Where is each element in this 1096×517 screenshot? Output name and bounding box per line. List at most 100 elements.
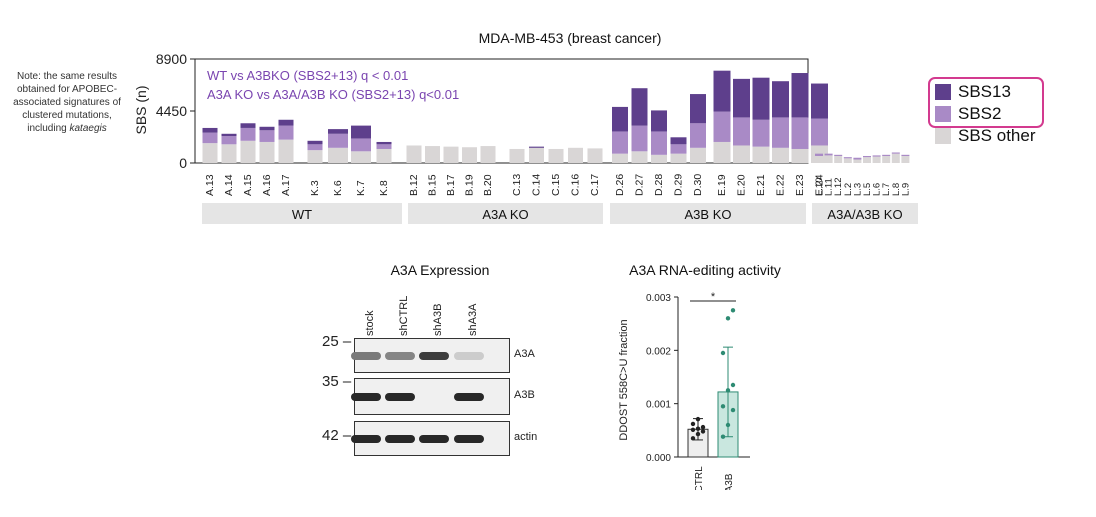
bar-segment <box>651 131 667 155</box>
bar-segment <box>891 152 900 154</box>
blot-band <box>351 392 381 401</box>
significance-marker: * <box>711 291 716 303</box>
bar-segment <box>772 117 789 148</box>
category-label: K.3 <box>309 180 321 196</box>
bar-segment <box>834 155 843 163</box>
bar-segment <box>221 136 237 145</box>
blot-band <box>385 434 415 443</box>
blot-panel <box>351 338 510 373</box>
y-axis-label: DDOST 558C>U fraction <box>618 319 630 440</box>
bar-segment <box>202 143 218 163</box>
bar-segment <box>752 77 770 120</box>
bar-segment <box>791 148 809 163</box>
category-label: A.16 <box>261 174 273 196</box>
lane-label: shA3A <box>467 303 479 336</box>
category-label: L.9 <box>900 183 911 196</box>
rna-editing-chart: 0.000 0.001 0.002 0.003 DDOST 558C>U fractio… <box>618 291 750 490</box>
bar-segment <box>670 144 687 154</box>
group-label: A3A/A3B KO <box>827 207 902 222</box>
bar-segment <box>713 111 731 142</box>
category-label: K.8 <box>378 180 390 196</box>
molecular-weight-marker: 35 – <box>322 373 352 390</box>
bar-segment <box>259 141 275 163</box>
bar-segment <box>307 140 323 145</box>
data-point <box>700 429 706 434</box>
category-label: D.26 <box>614 174 626 196</box>
data-point <box>730 407 736 413</box>
group-label: A3A KO <box>482 207 528 222</box>
bar-segment <box>631 151 648 163</box>
category-label: D.30 <box>692 174 704 196</box>
bar-segment <box>824 153 833 156</box>
bar-segment <box>690 123 706 148</box>
category-label: E.23 <box>794 174 806 196</box>
group-band <box>408 203 603 224</box>
bar-segment <box>529 147 544 163</box>
significance-annotation: WT vs A3BKO (SBS2+13) q < 0.01 <box>207 68 408 83</box>
group-band <box>610 203 806 224</box>
western-blot-title: A3A Expression <box>390 262 490 278</box>
blot-band <box>419 434 449 443</box>
bar-segment <box>328 133 348 148</box>
bar-segment <box>240 127 256 141</box>
y-tick-label: 0.000 <box>646 453 671 464</box>
category-label: shA3B <box>724 473 735 490</box>
category-label: A.17 <box>280 174 292 196</box>
bar-segment <box>278 139 294 163</box>
bar-segment <box>853 157 862 160</box>
bar-segment <box>548 148 564 163</box>
category-label: D.28 <box>653 174 665 196</box>
bar-segment <box>752 119 770 147</box>
molecular-weight-marker: 42 – <box>322 427 352 444</box>
bar-segment <box>351 138 371 152</box>
bar-segment <box>259 130 275 142</box>
bar-segment <box>811 118 828 146</box>
legend-item: SBS2 <box>935 103 1001 125</box>
category-label: C.13 <box>511 174 523 196</box>
bar-segment <box>376 144 392 149</box>
bar-segment <box>733 117 750 146</box>
category-label: A.14 <box>223 174 235 196</box>
bar-segment <box>834 154 843 156</box>
note-main: Note: the same results obtained for APOB… <box>13 71 121 134</box>
group-band <box>202 203 402 224</box>
category-label: B.17 <box>445 174 457 196</box>
bar-segment <box>612 131 628 154</box>
bar-segment <box>568 147 583 163</box>
bar-segment <box>221 133 237 137</box>
bar-segment <box>733 78 750 118</box>
band-name: A3A <box>514 347 535 360</box>
bar-segment <box>328 147 348 163</box>
category-label: C.16 <box>570 174 582 196</box>
data-point <box>690 436 696 441</box>
bar-segment <box>278 119 294 126</box>
bar-segment <box>882 154 891 156</box>
category-label: L.12 <box>833 178 844 197</box>
category-label: B.20 <box>482 174 494 196</box>
data-point <box>700 424 706 430</box>
bar-segment <box>863 157 871 163</box>
category-label: L.11 <box>824 178 835 196</box>
data-point <box>720 434 726 439</box>
lane-label: shCTRL <box>398 295 410 336</box>
category-label: E.24 <box>814 174 826 196</box>
bar-segment <box>872 156 881 163</box>
data-point <box>725 388 731 393</box>
blot-band <box>385 392 415 401</box>
y-tick-label: 0 <box>179 155 187 171</box>
blot-panel <box>351 421 510 456</box>
legend-item: SBS13 <box>935 81 1011 103</box>
bar-segment <box>815 155 823 163</box>
legend-item: SBS other <box>935 125 1036 147</box>
bar-segment <box>670 153 687 163</box>
bar-segment <box>713 141 731 163</box>
data-point <box>730 308 736 313</box>
legend-label: SBS other <box>958 126 1036 145</box>
legend-highlight-box <box>928 77 1044 128</box>
category-label: L.8 <box>891 183 902 196</box>
bar-segment <box>772 81 789 118</box>
category-label: C.14 <box>531 174 543 196</box>
bar-segment <box>612 153 628 163</box>
y-axis-label: SBS (n) <box>133 85 149 134</box>
bar-segment <box>259 126 275 131</box>
